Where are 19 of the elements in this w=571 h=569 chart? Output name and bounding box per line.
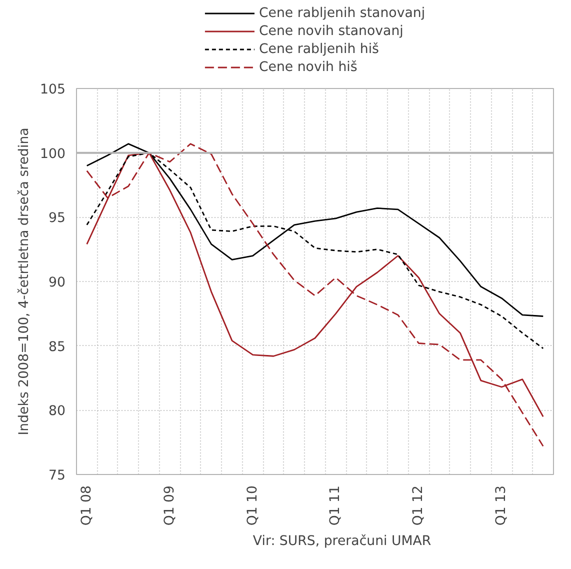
x-tick-label: Q1 09 [162,485,178,526]
x-tick-label: Q1 10 [245,485,260,526]
y-tick-label: 100 [40,146,66,162]
legend-label: Cene novih stanovanj [258,22,404,40]
legend-label: Cene rabljenih hiš [258,40,379,58]
y-tick-label: 75 [48,468,66,484]
y-tick-label: 80 [48,404,66,420]
x-tick-label: Q1 13 [494,485,510,526]
y-tick-label: 90 [48,276,66,290]
x-tick-label: Q1 11 [328,485,344,526]
x-tick-label: Q1 12 [411,485,426,526]
legend-label: Cene novih hiš [258,58,358,76]
x-tick-label: Q1 08 [79,485,94,526]
y-tick-label: 95 [48,211,66,226]
text: Vir: SURS, preračuni UMAR [252,534,432,549]
y-tick-label: 105 [40,82,66,98]
y-tick-label: 85 [48,340,66,355]
y-axis-title: Indeks 2008=100, 4-četrtletna drseča sredina [17,128,32,436]
legend-label: Cene rabljenih stanovanj [258,4,426,22]
